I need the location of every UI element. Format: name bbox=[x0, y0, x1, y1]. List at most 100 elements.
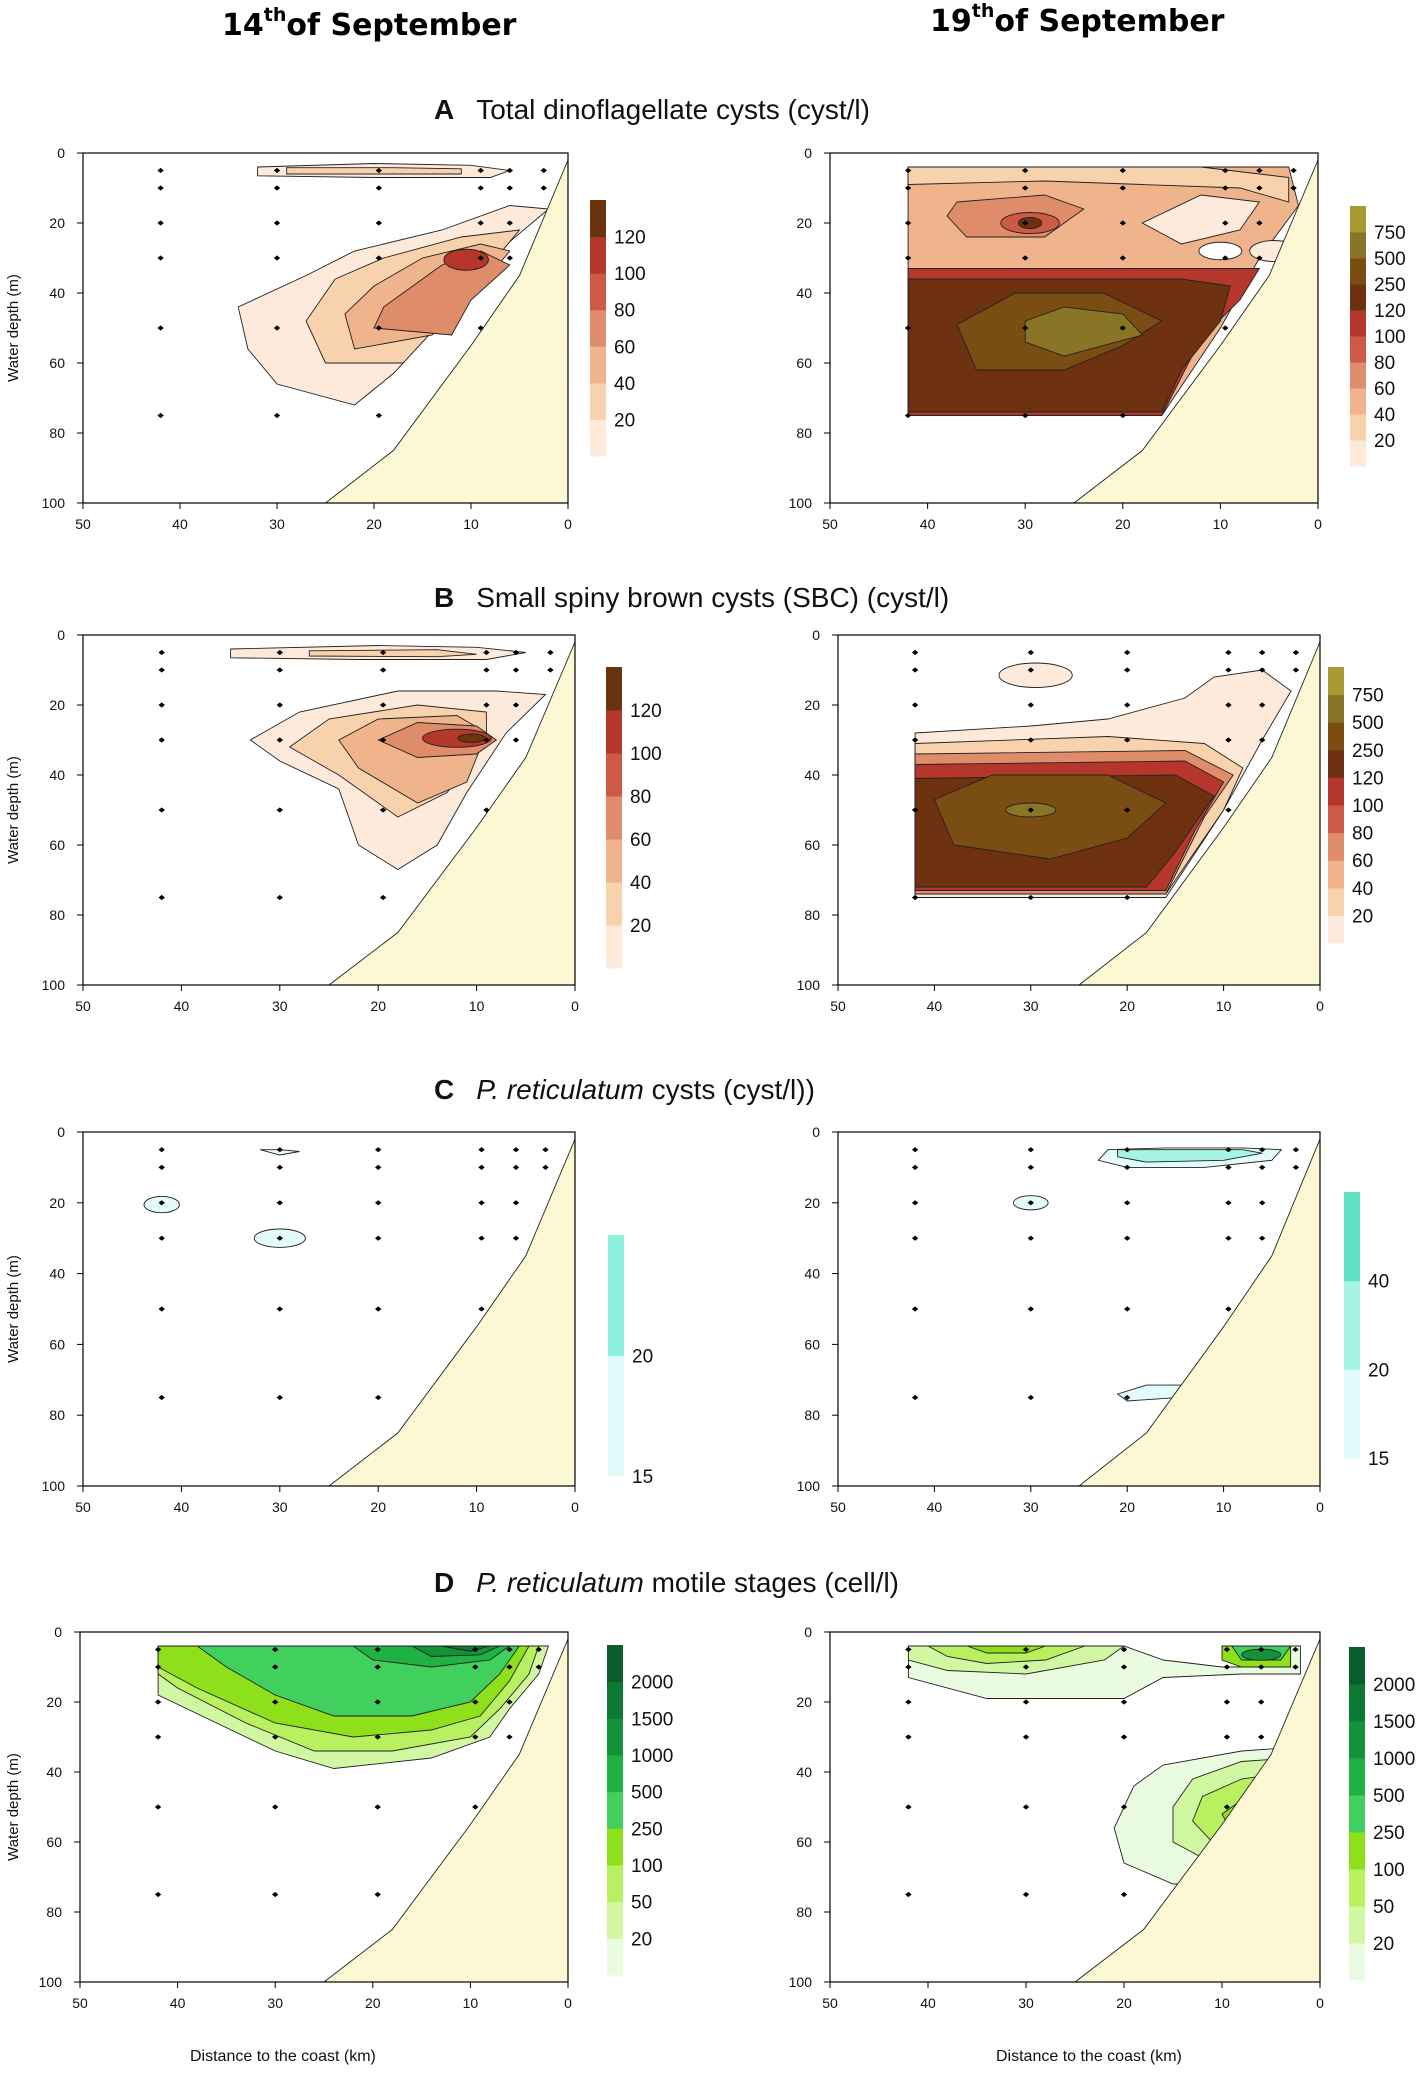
x-tick-label: 40 bbox=[927, 1499, 943, 1515]
sampling-station bbox=[1225, 807, 1232, 813]
colorbar-legend: 20 40 60 80 100 120 250 500 750 bbox=[1328, 667, 1384, 944]
y-tick-label: 0 bbox=[57, 627, 65, 643]
sampling-station bbox=[1225, 649, 1232, 656]
sampling-station bbox=[472, 1646, 479, 1653]
colorbar-swatch bbox=[1350, 440, 1366, 467]
colorbar-swatch bbox=[1349, 1869, 1365, 1907]
sampling-station bbox=[472, 1699, 479, 1705]
sampling-station bbox=[276, 1394, 283, 1401]
colorbar-swatch bbox=[606, 925, 622, 969]
plot-frame bbox=[837, 1131, 1321, 1487]
sampling-station bbox=[1225, 1147, 1232, 1153]
sampling-station bbox=[1124, 667, 1131, 673]
colorbar-swatch bbox=[1350, 232, 1366, 259]
sampling-station bbox=[157, 255, 164, 261]
sampling-station bbox=[375, 1200, 382, 1206]
colorbar-swatch bbox=[1349, 1795, 1365, 1833]
contour-500 bbox=[933, 774, 1167, 860]
sampling-station bbox=[1022, 255, 1029, 261]
colorbar-label: 100 bbox=[630, 744, 662, 765]
colorbar-label: 60 bbox=[1352, 851, 1373, 872]
colorbar-swatch bbox=[1350, 414, 1366, 441]
sampling-station bbox=[1120, 1664, 1128, 1670]
colorbar-swatch bbox=[1350, 362, 1366, 389]
colorbar-swatch bbox=[1344, 1192, 1360, 1282]
sampling-station bbox=[506, 167, 513, 174]
colorbar-label: 100 bbox=[1373, 1860, 1405, 1881]
colorbar-swatch bbox=[607, 1718, 623, 1756]
sampling-station bbox=[905, 1804, 912, 1810]
y-tick-label: 100 bbox=[789, 495, 813, 511]
colorbar-swatch bbox=[1328, 722, 1344, 751]
sampling-station bbox=[512, 1235, 520, 1241]
x-tick-label: 20 bbox=[1115, 516, 1131, 532]
colorbar-label: 80 bbox=[1352, 824, 1373, 845]
colorbar-swatch bbox=[1328, 667, 1344, 696]
sampling-station bbox=[273, 325, 281, 331]
y-tick-label: 100 bbox=[42, 977, 66, 993]
sampling-station bbox=[911, 649, 919, 656]
sampling-station bbox=[1119, 185, 1126, 191]
y-tick-label: 0 bbox=[812, 627, 820, 643]
colorbar-label: 1500 bbox=[631, 1709, 673, 1730]
colorbar-swatch bbox=[1350, 310, 1366, 337]
sampling-station bbox=[272, 1699, 279, 1705]
y-tick-label: 60 bbox=[49, 1336, 65, 1352]
colorbar-swatch bbox=[590, 346, 606, 384]
y-tick-label: 0 bbox=[804, 145, 812, 161]
y-tick-label: 80 bbox=[796, 425, 812, 441]
sampling-station bbox=[1027, 807, 1034, 813]
sampling-station bbox=[1225, 1235, 1232, 1241]
sampling-station bbox=[1223, 1734, 1231, 1740]
sampling-station bbox=[157, 167, 164, 174]
y-tick-label: 40 bbox=[804, 1266, 820, 1282]
sampling-station bbox=[1223, 1804, 1231, 1810]
sampling-station bbox=[1223, 1664, 1231, 1670]
x-tick-label: 0 bbox=[1316, 998, 1324, 1014]
sampling-station bbox=[512, 1147, 520, 1153]
colorbar-swatch bbox=[590, 200, 606, 238]
sampling-station bbox=[1119, 167, 1126, 174]
colorbar-label: 100 bbox=[1352, 796, 1384, 817]
colorbar-swatch bbox=[1349, 1832, 1365, 1870]
colorbar-legend: 15 20 40 bbox=[1344, 1192, 1389, 1470]
x-tick-label: 30 bbox=[1017, 516, 1033, 532]
contour-40 bbox=[286, 167, 462, 175]
sampling-station bbox=[1258, 667, 1266, 673]
colorbar-swatch bbox=[1349, 1943, 1365, 1981]
sampling-station bbox=[157, 185, 164, 191]
x-axis-label-right: Distance to the coast (km) bbox=[996, 2048, 1182, 2065]
sampling-station bbox=[379, 807, 387, 813]
colorbar-label: 250 bbox=[631, 1819, 663, 1840]
y-tick-label: 0 bbox=[812, 1124, 820, 1140]
x-tick-label: 10 bbox=[1216, 1499, 1232, 1515]
colorbar-label: 2000 bbox=[1373, 1675, 1415, 1696]
sampling-station bbox=[1292, 1147, 1300, 1153]
colorbar-swatch bbox=[1350, 258, 1366, 285]
sampling-station bbox=[506, 1664, 513, 1670]
colorbar-label: 120 bbox=[1374, 301, 1406, 322]
x-tick-label: 10 bbox=[469, 1499, 485, 1515]
contour-120 bbox=[443, 248, 489, 271]
colorbar-label: 2000 bbox=[631, 1673, 673, 1694]
contour-20 bbox=[1117, 1149, 1263, 1163]
contour-750 bbox=[1024, 306, 1144, 357]
sampling-station bbox=[375, 167, 383, 174]
sampling-station bbox=[477, 167, 484, 174]
sampling-station bbox=[904, 325, 912, 331]
sampling-station bbox=[375, 1147, 382, 1153]
colorbar-swatch bbox=[606, 796, 622, 840]
sampling-station bbox=[276, 667, 283, 673]
sampling-station bbox=[506, 1646, 513, 1653]
x-tick-label: 10 bbox=[469, 998, 485, 1014]
sampling-station bbox=[1225, 1164, 1232, 1170]
sampling-station bbox=[1027, 1164, 1034, 1170]
x-tick-label: 0 bbox=[571, 998, 579, 1014]
colorbar-swatch bbox=[1349, 1906, 1365, 1944]
colorbar-label: 100 bbox=[631, 1856, 663, 1877]
sampling-station bbox=[904, 220, 912, 226]
y-tick-label: 20 bbox=[49, 1195, 65, 1211]
colorbar-swatch bbox=[607, 1828, 623, 1866]
